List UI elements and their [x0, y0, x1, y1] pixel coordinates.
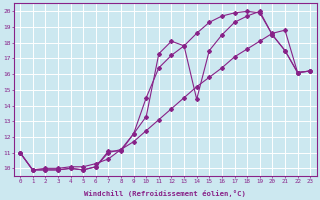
X-axis label: Windchill (Refroidissement éolien,°C): Windchill (Refroidissement éolien,°C) — [84, 190, 246, 197]
